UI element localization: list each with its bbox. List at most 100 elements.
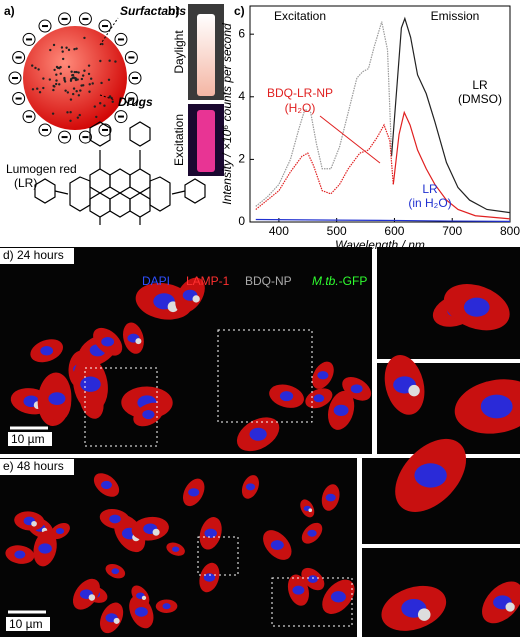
nucleus — [330, 591, 346, 603]
pointer — [99, 94, 116, 101]
x-tick-label: 500 — [327, 224, 347, 238]
annotation: Emission — [431, 9, 480, 23]
drug — [60, 46, 64, 49]
drug — [48, 78, 52, 81]
nucleus — [203, 573, 216, 582]
drug — [37, 68, 40, 71]
nucleus — [134, 606, 148, 617]
stain-label: DAPI — [142, 274, 170, 288]
nucleus — [313, 394, 325, 403]
drug — [71, 76, 74, 80]
plot-frame — [249, 5, 511, 223]
y-tick-label: 6 — [238, 26, 245, 40]
drug — [103, 104, 106, 107]
drug — [77, 71, 80, 74]
nucleus — [279, 391, 294, 402]
drug — [59, 72, 62, 75]
y-tick-label: 4 — [238, 89, 245, 103]
annotation: (H₂O) — [285, 101, 316, 115]
line-series — [255, 21, 393, 207]
nucleus — [463, 297, 490, 317]
panel-label: a) — [4, 4, 15, 18]
cells — [5, 438, 520, 634]
drug — [34, 66, 37, 70]
label: Daylight — [172, 30, 186, 74]
drug — [55, 73, 58, 76]
scale-label: 10 µm — [11, 432, 45, 446]
particle — [417, 608, 431, 621]
drug — [69, 119, 72, 123]
particle — [152, 528, 160, 536]
line-series — [255, 123, 394, 210]
nucleus — [292, 585, 305, 595]
particle — [308, 508, 313, 513]
drug — [55, 65, 59, 69]
zoom-box — [197, 536, 239, 576]
drug — [93, 105, 97, 108]
drug — [69, 98, 73, 101]
drug — [67, 48, 71, 52]
drug — [80, 77, 84, 81]
nucleus — [480, 394, 513, 419]
drug — [59, 65, 62, 69]
drug — [88, 90, 91, 93]
stain-label: M.tb.-GFP — [312, 274, 367, 288]
label: (LR) — [14, 176, 37, 190]
nucleus — [307, 529, 317, 537]
drug — [75, 70, 78, 74]
y-tick-label: 0 — [238, 214, 245, 228]
drug — [42, 86, 45, 90]
zoom-box — [217, 329, 313, 423]
nucleus — [204, 528, 217, 538]
drug — [71, 74, 74, 77]
nucleus — [109, 514, 121, 524]
annotation: Excitation — [274, 9, 326, 23]
drug — [66, 91, 70, 94]
nucleus — [48, 392, 66, 405]
annotation: (DMSO) — [458, 92, 502, 106]
label-bg — [0, 248, 74, 264]
drug — [83, 36, 86, 40]
label-bg — [8, 432, 52, 446]
drug — [31, 88, 35, 91]
drug — [70, 70, 73, 73]
drug — [63, 76, 66, 80]
x-tick-label: 700 — [442, 224, 462, 238]
x-tick-label: 400 — [269, 224, 289, 238]
nucleus — [14, 550, 26, 559]
drug — [77, 94, 81, 97]
drug — [67, 65, 71, 69]
drug — [38, 90, 42, 94]
particle — [135, 338, 142, 345]
panel-label: b) — [168, 4, 179, 18]
drug — [87, 64, 91, 67]
scale-label: 10 µm — [9, 617, 43, 631]
annotation: (in H₂O) — [408, 196, 451, 210]
particle — [113, 617, 120, 624]
drug — [75, 47, 78, 50]
drug — [72, 87, 76, 90]
particle — [88, 594, 96, 601]
drug — [61, 50, 64, 53]
vial — [197, 14, 215, 96]
drug — [89, 77, 93, 80]
label: Lumogen red — [6, 162, 77, 176]
drug — [107, 78, 111, 82]
drug — [65, 46, 68, 49]
nucleus — [188, 488, 200, 497]
drug — [76, 78, 79, 81]
drug — [61, 57, 65, 61]
drug — [69, 79, 73, 83]
drug — [63, 78, 66, 82]
drug — [64, 89, 67, 92]
particle — [505, 602, 515, 612]
line-series — [255, 218, 511, 222]
drug — [71, 92, 75, 96]
drug — [108, 59, 111, 62]
nucleus — [350, 384, 363, 394]
x-tick-label: 800 — [500, 224, 520, 238]
stain-label: BDQ-NP — [245, 274, 292, 288]
particle — [192, 295, 200, 303]
line-series — [392, 110, 511, 220]
